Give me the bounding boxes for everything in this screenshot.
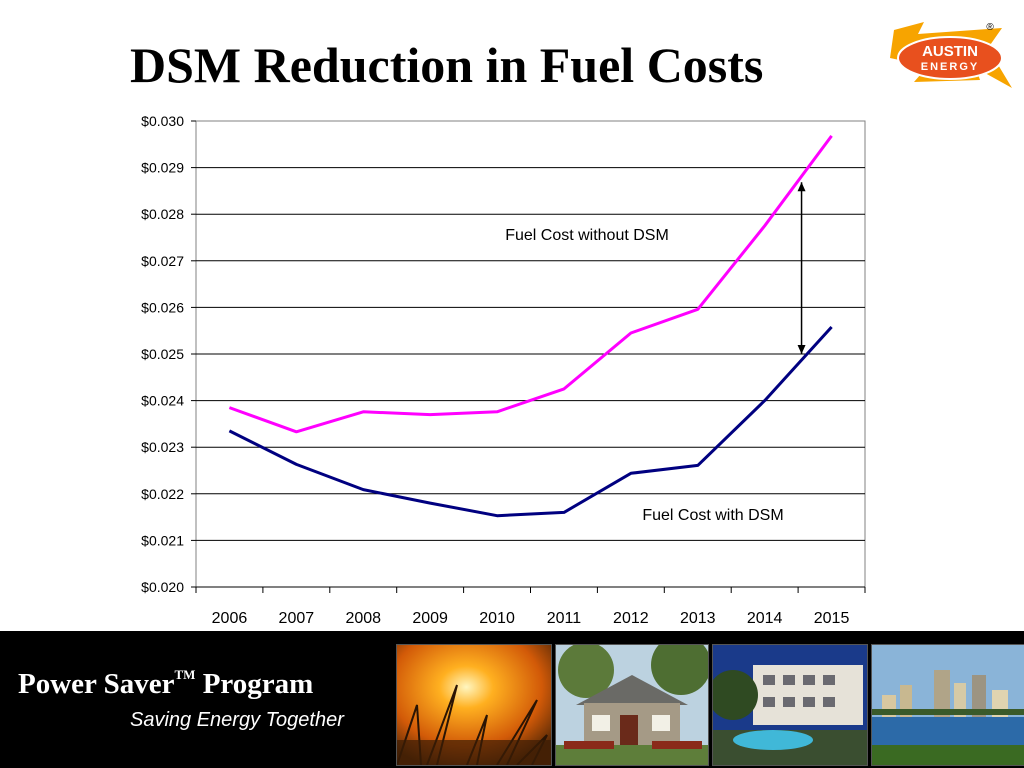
y-tick-label: $0.023	[141, 439, 184, 455]
gap-arrow-head-down	[797, 344, 806, 354]
registered-mark: ®	[986, 22, 994, 33]
austin-energy-logo: AUSTIN ENERGY ®	[890, 22, 1012, 88]
y-tick-label: $0.022	[141, 486, 184, 502]
y-tick-label: $0.020	[141, 579, 184, 595]
series-line-without-dsm	[228, 135, 833, 434]
x-tick-label: 2007	[279, 610, 315, 627]
y-tick-label: $0.030	[141, 113, 184, 129]
footer-banner: Power SaverTM Program Saving Energy Toge…	[0, 631, 1024, 768]
y-tick-label: $0.029	[141, 160, 184, 176]
y-tick-label: $0.024	[141, 393, 184, 409]
x-tick-label: 2010	[479, 610, 515, 627]
city-skyline-lake-photo	[871, 644, 1024, 766]
x-tick-label: 2013	[680, 610, 716, 627]
gap-arrow-head-up	[797, 182, 806, 192]
slide-title: DSM Reduction in Fuel Costs	[130, 37, 764, 93]
x-tick-label: 2012	[613, 610, 649, 627]
y-tick-label: $0.025	[141, 346, 184, 362]
trademark-mark: TM	[174, 667, 196, 682]
x-tick-label: 2014	[747, 610, 783, 627]
y-tick-label: $0.027	[141, 253, 184, 269]
y-tick-label: $0.028	[141, 206, 184, 222]
program-title: Power Saver	[18, 668, 175, 700]
x-tick-label: 2011	[547, 610, 582, 627]
y-tick-label: $0.026	[141, 299, 184, 315]
bungalow-house-photo	[555, 644, 709, 766]
x-tick-label: 2009	[412, 610, 448, 627]
x-tick-label: 2008	[345, 610, 381, 627]
annotation-with-dsm: Fuel Cost with DSM	[642, 507, 783, 524]
program-tagline: Saving Energy Together	[130, 709, 344, 731]
sunset-grass-photo	[396, 644, 552, 766]
y-tick-label: $0.021	[141, 532, 184, 548]
x-tick-label: 2015	[814, 610, 850, 627]
x-tick-label: 2006	[212, 610, 248, 627]
logo-text-austin: AUSTIN	[922, 43, 978, 60]
fuel-cost-chart: $0.020 $0.021 $0.022 $0.023 $0.024 $0.025 $0.0…	[141, 113, 866, 627]
apartment-pool-photo	[712, 644, 868, 766]
series-line-with-dsm	[228, 325, 833, 518]
program-name: Power SaverTM Program	[18, 667, 313, 701]
annotation-without-dsm: Fuel Cost without DSM	[505, 227, 669, 244]
program-suffix: Program	[202, 668, 314, 700]
logo-text-energy: ENERGY	[921, 61, 979, 73]
